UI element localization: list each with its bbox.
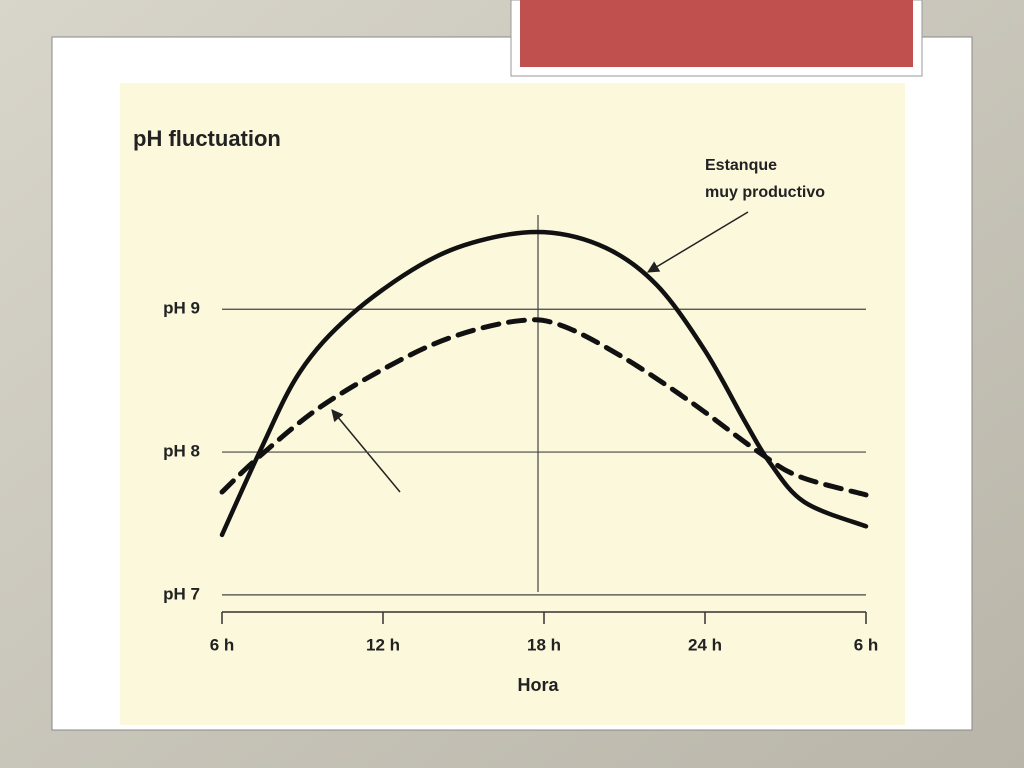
x-tick-label: 6 h xyxy=(854,635,879,654)
chart-area xyxy=(120,83,905,725)
annotation: Estanque xyxy=(705,157,777,174)
annotation: muy productivo xyxy=(705,184,825,201)
x-tick-label: 24 h xyxy=(688,635,722,654)
x-axis-label: Hora xyxy=(517,675,559,695)
arrow xyxy=(331,409,401,493)
chart-title: pH fluctuation xyxy=(133,126,281,151)
x-tick-label: 18 h xyxy=(527,635,561,654)
y-tick-label: pH 7 xyxy=(163,584,200,603)
series-line xyxy=(219,317,869,498)
header-box xyxy=(520,0,913,67)
arrow xyxy=(646,211,749,273)
x-tick-label: 6 h xyxy=(210,635,235,654)
y-tick-label: pH 8 xyxy=(163,442,200,461)
y-tick-label: pH 9 xyxy=(163,299,200,318)
x-tick-label: 12 h xyxy=(366,635,400,654)
